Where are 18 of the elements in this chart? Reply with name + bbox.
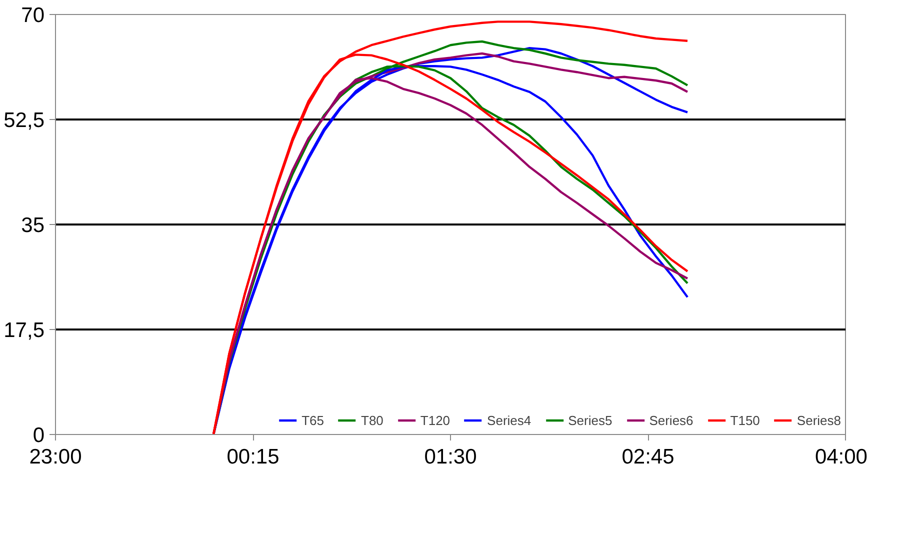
legend-label: T65 [302,412,324,428]
legend-label: T80 [361,412,384,428]
x-tick-label: 02:45 [622,446,674,468]
legend-label: Series4 [487,412,532,428]
x-tick-label: 01:30 [424,446,477,468]
legend-label: Series8 [796,412,841,428]
x-tick-label: 00:15 [226,446,280,468]
x-tick-label: 04:00 [814,446,868,468]
x-tick-label: 23:00 [29,446,82,468]
legend-label: Series6 [649,412,694,428]
legend-label: T150 [730,412,760,428]
y-tick-label: 70 [21,4,44,27]
legend-label: T120 [420,412,450,428]
y-tick-label: 52,5 [4,109,45,132]
legend-label: Series5 [568,412,612,428]
y-tick-label: 35 [21,214,44,237]
y-tick-label: 0 [32,424,45,447]
y-tick-label: 17,5 [4,319,45,342]
